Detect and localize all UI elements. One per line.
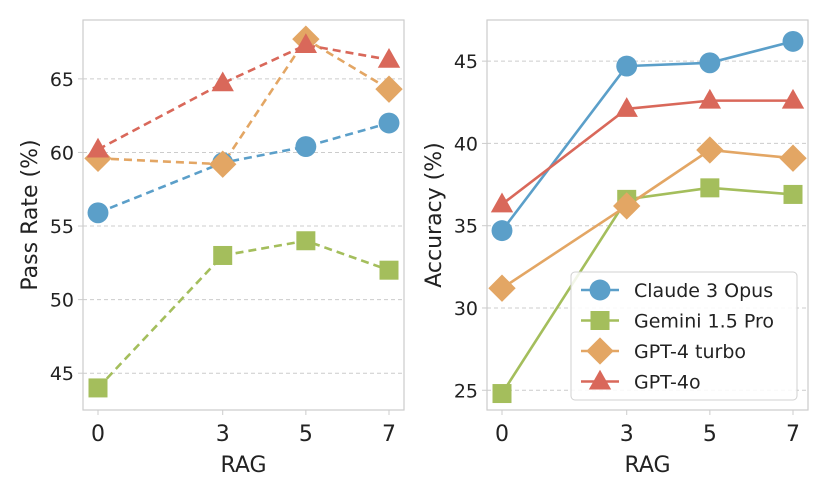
y-axis-label: Accuracy (%) [422, 142, 447, 288]
x-axis-label: RAG [624, 453, 670, 478]
data-point-claude-3-opus [782, 30, 804, 52]
y-tick-label: 45 [50, 363, 74, 385]
data-point-gpt-4-turbo [613, 192, 641, 220]
legend: Claude 3 Opus Gemini 1.5 Pro GPT-4 turbo GP… [570, 271, 798, 401]
data-point-gpt-4-turbo [779, 144, 807, 172]
y-tick-label: 35 [454, 216, 478, 238]
y-tick-label: 30 [454, 298, 478, 320]
chart-panel-1: 45 50 55 60 65 0 3 5 7 RAG Pass Rate (%) [18, 19, 405, 478]
data-point-claude-3-opus [491, 220, 513, 242]
data-point-gpt-4-turbo [696, 136, 724, 164]
series-line-claude-3-opus [500, 40, 794, 232]
data-point-claude-3-opus [87, 202, 109, 224]
data-point-gpt-4o [294, 33, 318, 54]
y-tick-label: 50 [50, 290, 74, 312]
y-tick-label: 45 [454, 51, 478, 73]
plot-frame [82, 19, 405, 411]
data-point-gpt-4o [781, 88, 805, 109]
data-point-gemini-1-5-pro [379, 260, 399, 280]
x-axis-label: RAG [220, 453, 266, 478]
series-line-gpt-4-turbo [501, 148, 794, 290]
legend-marker-gpt-4o [588, 369, 612, 390]
data-point-gpt-4o [211, 71, 234, 92]
series-line-gemini-1-5-pro [97, 239, 390, 389]
x-tick-label: 3 [216, 422, 230, 447]
data-point-claude-3-opus [616, 55, 638, 77]
legend-item-gpt-4o: GPT-4o [581, 369, 701, 394]
data-point-gpt-4o [377, 47, 401, 68]
series-line-gpt-4o [97, 43, 390, 151]
y-tick-label: 65 [50, 69, 74, 91]
x-tick-label: 7 [382, 422, 396, 447]
y-axis-label: Pass Rate (%) [18, 139, 43, 290]
data-point-gpt-4-turbo [375, 75, 403, 103]
series-line-gpt-4o [501, 99, 793, 206]
x-tick-label: 0 [91, 422, 105, 447]
data-point-gpt-4-turbo [84, 144, 112, 173]
data-point-claude-3-opus [295, 136, 317, 158]
legend-label: Gemini 1.5 Pro [634, 311, 774, 333]
data-point-gemini-1-5-pro [492, 384, 512, 404]
data-point-gemini-1-5-pro [700, 178, 720, 198]
x-tick-label: 5 [299, 422, 313, 447]
legend-marker-gemini-1-5-pro [590, 311, 610, 330]
x-tick-label: 3 [620, 422, 634, 447]
data-point-gemini-1-5-pro [783, 184, 803, 204]
legend-item-gpt-4-turbo: GPT-4 turbo [581, 337, 746, 365]
plot-frame [486, 19, 809, 411]
x-tick-label: 0 [495, 422, 509, 447]
y-tick-label: 25 [454, 380, 478, 402]
legend-item-claude-3-opus: Claude 3 Opus [581, 279, 773, 302]
data-point-gpt-4o [490, 192, 514, 213]
data-point-claude-3-opus [699, 52, 721, 74]
x-tick-label: 5 [703, 422, 717, 447]
data-point-gemini-1-5-pro [213, 245, 233, 265]
data-point-gpt-4o [86, 137, 110, 158]
data-point-gpt-4o [615, 97, 638, 117]
legend-marker-gpt-4-turbo [586, 337, 614, 365]
data-point-gpt-4-turbo [488, 274, 516, 302]
data-point-claude-3-opus [378, 112, 400, 134]
legend-box [570, 271, 798, 401]
x-tick-label: 7 [786, 422, 800, 447]
legend-marker-claude-3-opus [589, 279, 611, 301]
y-tick-label: 40 [454, 133, 478, 155]
series-line-gemini-1-5-pro [500, 186, 794, 395]
data-point-gemini-1-5-pro [88, 378, 108, 398]
y-tick-label: 60 [50, 142, 74, 164]
legend-label: GPT-4o [634, 372, 701, 394]
series-line-gpt-4-turbo [97, 37, 390, 166]
data-point-gemini-1-5-pro [296, 231, 316, 251]
y-tick-label: 55 [50, 216, 74, 238]
data-point-gpt-4o [698, 88, 722, 109]
legend-label: GPT-4 turbo [634, 341, 746, 363]
legend-label: Claude 3 Opus [634, 280, 773, 302]
legend-item-gemini-1-5-pro: Gemini 1.5 Pro [581, 311, 774, 333]
data-point-gpt-4-turbo [209, 150, 237, 178]
series-line-claude-3-opus [97, 121, 390, 214]
